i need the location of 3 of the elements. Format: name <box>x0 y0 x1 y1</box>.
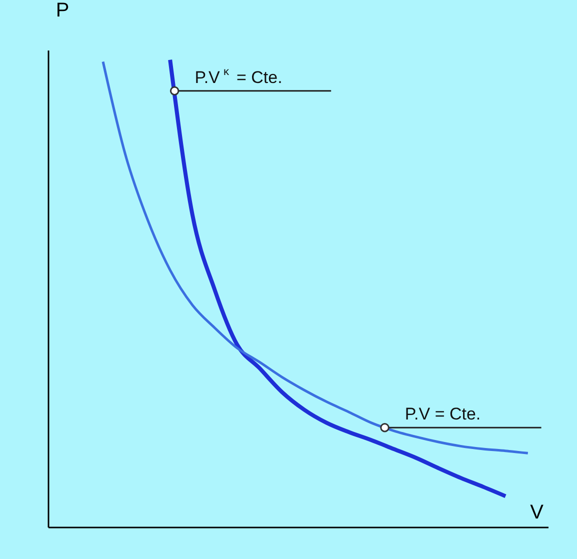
x-axis-title: V <box>530 502 544 524</box>
series-label: P.V = Cte. <box>404 404 481 424</box>
y-axis-title: P <box>56 0 70 22</box>
